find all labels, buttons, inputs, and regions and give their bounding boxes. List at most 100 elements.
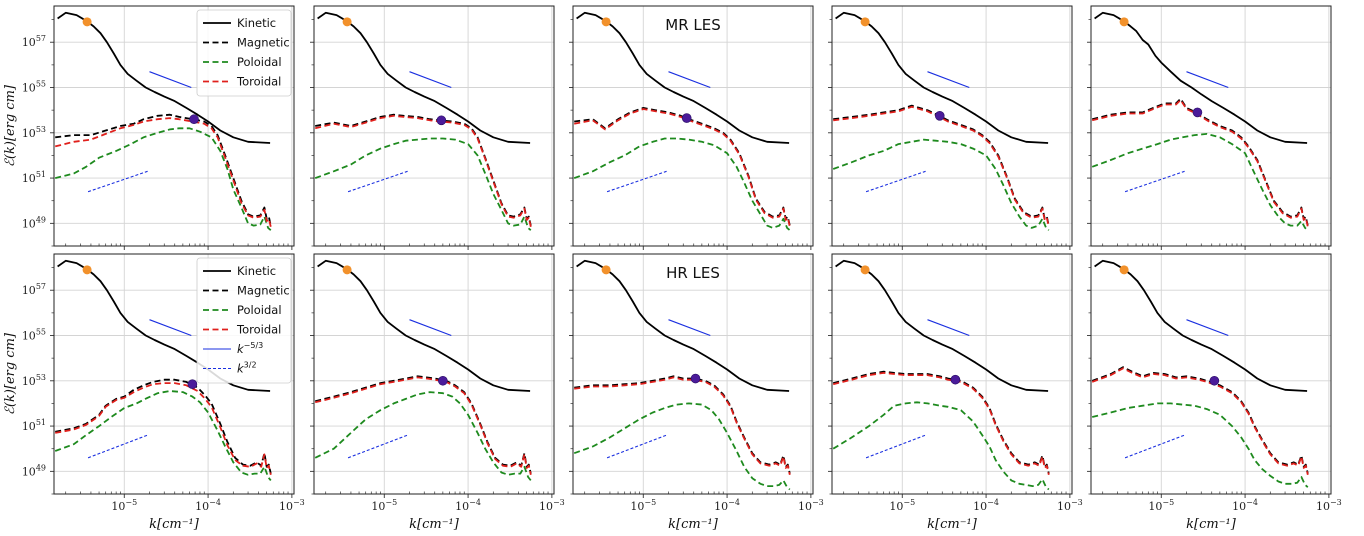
poloidal-line	[1091, 402, 1309, 488]
legend-label-poloidal: Poloidal	[237, 55, 282, 69]
x-axis-label: k[cm⁻¹]	[927, 517, 978, 532]
magnetic-scale-marker	[690, 373, 701, 384]
magnetic-scale-marker	[189, 114, 199, 125]
axes-frame	[313, 5, 555, 247]
series-group	[573, 259, 791, 491]
ref-k-minus-5-3-line	[1186, 71, 1229, 89]
poloidal-line	[573, 402, 791, 491]
x-tick-label: 10−4	[195, 498, 221, 513]
y-tick-label: 1053	[22, 125, 46, 140]
kinetic-scale-marker	[860, 265, 870, 275]
ref-k-minus-5-3-line	[668, 319, 711, 337]
grid	[1091, 254, 1331, 494]
y-tick-label: 1055	[22, 80, 46, 95]
series-group	[573, 11, 791, 231]
grid	[314, 6, 554, 246]
panel-title: MR LES	[665, 16, 721, 34]
magnetic-scale-marker	[438, 375, 448, 386]
ref-k-minus-5-3-line	[1186, 319, 1229, 337]
ref-k-3-2-line	[865, 170, 926, 193]
toroidal-line	[314, 114, 532, 227]
kinetic-scale-marker	[1119, 17, 1129, 27]
ref-k-minus-5-3-line	[668, 71, 711, 89]
panel-r0-c2: MR LES	[569, 5, 814, 250]
poloidal-line	[832, 138, 1050, 231]
y-tick-label: 1051	[22, 418, 46, 433]
ref-k-minus-5-3-line	[409, 319, 452, 337]
magnetic-line	[1091, 366, 1309, 474]
x-tick-label: 10−5	[371, 498, 397, 513]
axes-frame	[831, 253, 1073, 495]
poloidal-line	[1091, 133, 1309, 231]
magnetic-scale-marker	[950, 374, 961, 385]
magnetic-scale-marker	[681, 113, 692, 123]
toroidal-line	[1091, 367, 1309, 475]
y-tick-label: 1049	[22, 463, 46, 478]
y-tick-label: 1049	[22, 215, 46, 230]
x-axis-label: k[cm⁻¹]	[668, 517, 719, 532]
kinetic-scale-marker	[342, 17, 352, 27]
y-tick-label: 1057	[22, 282, 46, 297]
legend-label-magnetic: Magnetic	[237, 36, 290, 50]
y-tick-label: 1051	[22, 170, 46, 185]
panel-title: HR LES	[666, 264, 720, 282]
toroidal-line	[54, 117, 272, 228]
magnetic-line	[574, 107, 791, 226]
kinetic-scale-marker	[342, 265, 352, 275]
grid	[832, 254, 1072, 494]
x-tick-label: 10−5	[1148, 498, 1174, 513]
x-axis-label: k[cm⁻¹]	[1186, 517, 1237, 532]
axes-frame	[572, 253, 814, 495]
ref-k-3-2-line	[1124, 434, 1185, 459]
poloidal-line	[54, 127, 272, 231]
grid	[1091, 6, 1331, 246]
poloidal-line	[314, 137, 532, 231]
x-tick-label: 10−5	[111, 498, 137, 513]
y-tick-label: 1053	[22, 373, 46, 388]
toroidal-line	[832, 372, 1050, 475]
x-tick-label: 10−3	[539, 498, 565, 513]
grid	[573, 6, 813, 246]
ref-k-minus-5-3-line	[409, 71, 452, 89]
panel-r1-c2: 10−5 10−4 10−3 HR LES k[cm⁻¹]	[569, 253, 824, 532]
legend-label-kinetic: Kinetic	[237, 264, 276, 278]
x-axis-label: k[cm⁻¹]	[149, 517, 200, 532]
magnetic-scale-marker	[1209, 375, 1220, 386]
ref-k-3-2-line	[347, 170, 408, 193]
magnetic-scale-marker	[187, 379, 198, 389]
poloidal-line	[314, 391, 532, 481]
ref-k-3-2-line	[606, 434, 667, 459]
axes-frame	[53, 253, 295, 495]
x-tick-label: 10−4	[455, 498, 481, 513]
x-tick-label: 10−4	[714, 498, 740, 513]
kinetic-line	[1094, 259, 1308, 392]
x-tick-label: 10−3	[1316, 498, 1342, 513]
legend-label-toroidal: Toroidal	[236, 323, 281, 337]
ref-k-3-2-line	[865, 434, 926, 459]
series-group	[1091, 259, 1309, 488]
legend-label-toroidal: Toroidal	[236, 75, 281, 89]
legend-label-poloidal: Poloidal	[237, 303, 282, 317]
panel-r1-c3: 10−5 10−4 10−3 k[cm⁻¹]	[828, 253, 1083, 532]
panel-r1-c0: 10−5 10−4 10−3 1049 1051 1053 1055 1057 Kinetic M…	[3, 253, 305, 532]
series-group	[54, 11, 272, 231]
legend-label-magnetic: Magnetic	[237, 284, 290, 298]
kinetic-scale-marker	[1119, 265, 1129, 275]
kinetic-scale-marker	[860, 17, 870, 27]
magnetic-line	[315, 113, 532, 226]
ref-k-3-2-line	[606, 170, 667, 193]
ref-k-3-2-line	[87, 434, 148, 459]
magnetic-line	[1091, 97, 1309, 226]
kinetic-line	[1094, 11, 1308, 144]
magnetic-scale-marker	[436, 115, 447, 126]
x-tick-label: 10−4	[973, 498, 999, 513]
kinetic-line	[835, 259, 1049, 392]
legend: Kinetic Magnetic Poloidal Toroidal	[196, 9, 292, 97]
series-group	[1091, 11, 1309, 231]
y-axis-label: ℰ(k)[erg cm]	[3, 84, 18, 167]
x-tick-label: 10−3	[798, 498, 824, 513]
kinetic-scale-marker	[601, 17, 611, 27]
x-tick-label: 10−3	[279, 498, 305, 513]
poloidal-line	[832, 401, 1050, 491]
